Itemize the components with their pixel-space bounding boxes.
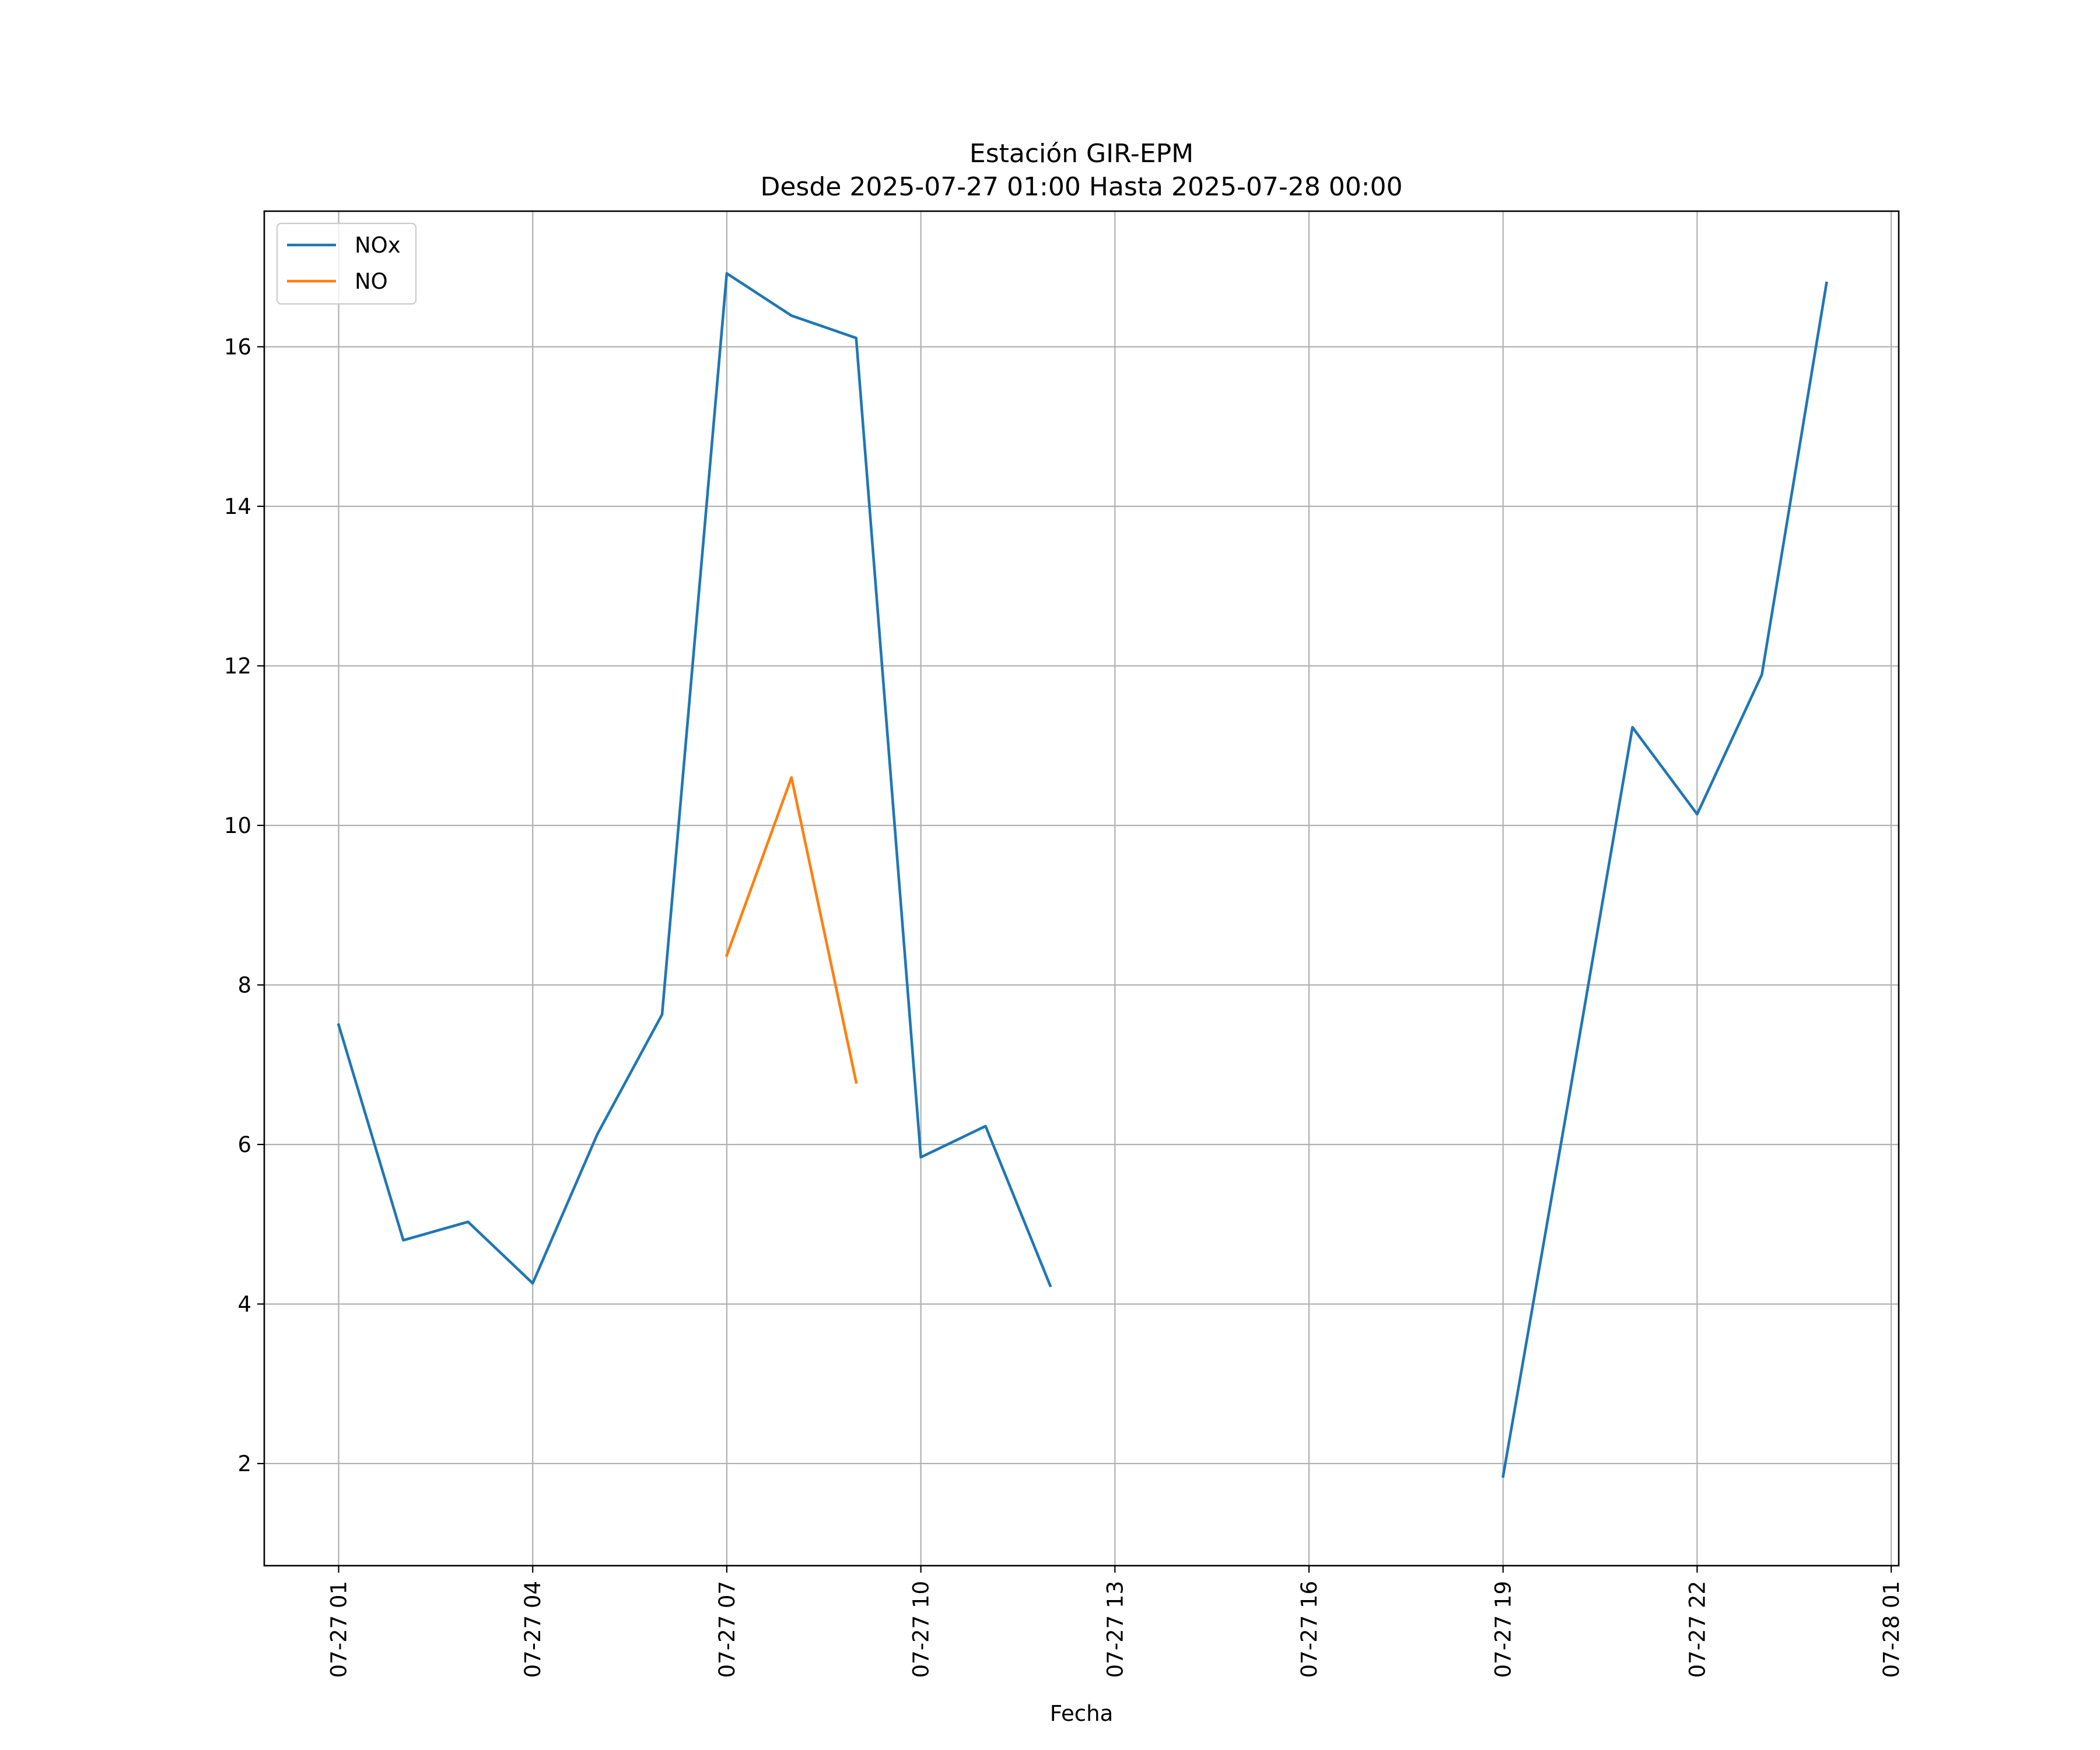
- series-nox: [337, 272, 1828, 1478]
- x-tick-label: 07-27 04: [520, 1581, 545, 1678]
- x-tick-label: 07-27 07: [715, 1581, 740, 1678]
- x-axis: 07-27 01 07-27 04 07-27 07 07-27 10 07-27 13…: [327, 1566, 1904, 1678]
- y-tick-label: 14: [224, 494, 251, 519]
- legend-box: [276, 222, 417, 305]
- y-tick-label: 4: [237, 1292, 251, 1317]
- x-tick-label: 07-27 22: [1685, 1581, 1710, 1678]
- x-tick-label: 07-27 13: [1102, 1581, 1128, 1678]
- series-lines: [337, 272, 1828, 1478]
- chart-title: Estación GIR-EPM: [970, 139, 1194, 169]
- x-tick-label: 07-27 19: [1491, 1581, 1516, 1678]
- y-tick-label: 2: [237, 1451, 251, 1476]
- y-axis: 2 4 6 8 10 12 14 16: [224, 334, 264, 1476]
- legend: NOx NO: [276, 222, 417, 305]
- y-tick-label: 6: [237, 1132, 251, 1157]
- series-line-nox: [337, 272, 1052, 1287]
- series-no: [724, 776, 858, 1084]
- y-tick-label: 8: [237, 972, 251, 998]
- plot-frame: [263, 210, 1900, 1567]
- x-tick-label: 07-27 01: [327, 1581, 352, 1678]
- x-tick-label: 07-27 16: [1297, 1581, 1322, 1678]
- chart-subtitle: Desde 2025-07-27 01:00 Hasta 2025-07-28 …: [760, 172, 1402, 202]
- x-tick-label: 07-27 10: [909, 1581, 934, 1678]
- x-axis-label: Fecha: [1050, 1701, 1114, 1726]
- grid: [264, 211, 1899, 1566]
- legend-label-no: NO: [355, 269, 388, 294]
- series-line-nox: [1502, 281, 1828, 1478]
- y-tick-label: 10: [224, 813, 251, 838]
- y-tick-label: 16: [224, 334, 251, 359]
- series-line-no: [724, 776, 858, 1084]
- y-tick-label: 12: [224, 653, 251, 678]
- x-tick-label: 07-28 01: [1879, 1581, 1904, 1678]
- legend-label-nox: NOx: [355, 233, 401, 258]
